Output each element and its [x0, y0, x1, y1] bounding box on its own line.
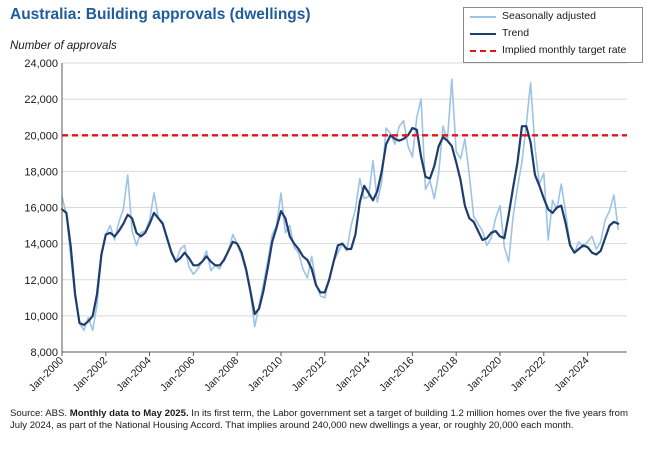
series-line-seasonally-adjusted [61, 78, 620, 332]
y-tick-label: 8,000 [30, 347, 58, 359]
y-tick-label: 22,000 [24, 94, 58, 106]
x-tick-label: Jan-2006 [158, 355, 198, 395]
axes [61, 63, 627, 356]
x-tick-label: Jan-2004 [114, 355, 154, 395]
legend-item-seasonally-adjusted: Seasonally adjusted [464, 8, 642, 25]
x-tick-label: Jan-2014 [333, 355, 373, 395]
x-tick-labels: Jan-2000 Jan-2002 Jan-2004 Jan-2006 Jan-2008… [27, 355, 592, 395]
series-lines [60, 78, 627, 332]
legend-label: Implied monthly target rate [502, 44, 627, 56]
series-line-trend [60, 125, 620, 326]
x-tick-label: Jan-2010 [246, 355, 286, 395]
x-tick-label: Jan-2022 [508, 355, 548, 395]
x-tick-label: Jan-2024 [552, 355, 592, 395]
source-text: In its first term, the Labor government … [10, 408, 629, 431]
y-tick-label: 16,000 [24, 203, 58, 215]
y-tick-label: 12,000 [24, 275, 58, 287]
x-tick-label: Jan-2018 [421, 355, 461, 395]
chart-title: Australia: Building approvals (dwellings… [10, 6, 311, 23]
y-axis-label: Number of approvals [10, 40, 117, 52]
line-chart: 8,000 10,000 12,000 14,000 16,000 18,000 20,00… [24, 58, 627, 395]
x-tick-label: Jan-2012 [289, 355, 329, 395]
legend-item-trend: Trend [464, 25, 642, 42]
y-tick-label: 10,000 [24, 311, 58, 323]
legend-label: Trend [502, 27, 530, 39]
y-tick-label: 20,000 [24, 130, 58, 142]
y-tick-label: 18,000 [24, 166, 58, 178]
legend: Seasonally adjusted Trend Implied monthl… [463, 7, 643, 63]
legend-item-target-rate: Implied monthly target rate [464, 42, 642, 59]
y-tick-label: 24,000 [24, 58, 58, 70]
legend-label: Seasonally adjusted [502, 10, 596, 22]
x-tick-label: Jan-2016 [377, 355, 417, 395]
legend-swatch-seasonally-adjusted [470, 16, 496, 18]
source-prefix: Source: ABS. [10, 408, 68, 419]
y-tick-label: 14,000 [24, 239, 58, 251]
x-tick-label: Jan-2020 [465, 355, 505, 395]
x-tick-label: Jan-2008 [202, 355, 242, 395]
source-highlight: Monthly data to May 2025. [69, 408, 189, 419]
source-note: Source: ABS. Monthly data to May 2025. I… [10, 408, 642, 432]
legend-swatch-trend [470, 33, 496, 35]
legend-swatch-target-rate [470, 50, 496, 52]
x-tick-label: Jan-2002 [70, 355, 110, 395]
x-tick-label: Jan-2000 [27, 355, 67, 395]
gridlines [62, 62, 627, 317]
y-tick-labels: 8,000 10,000 12,000 14,000 16,000 18,000 20,00… [24, 58, 58, 359]
